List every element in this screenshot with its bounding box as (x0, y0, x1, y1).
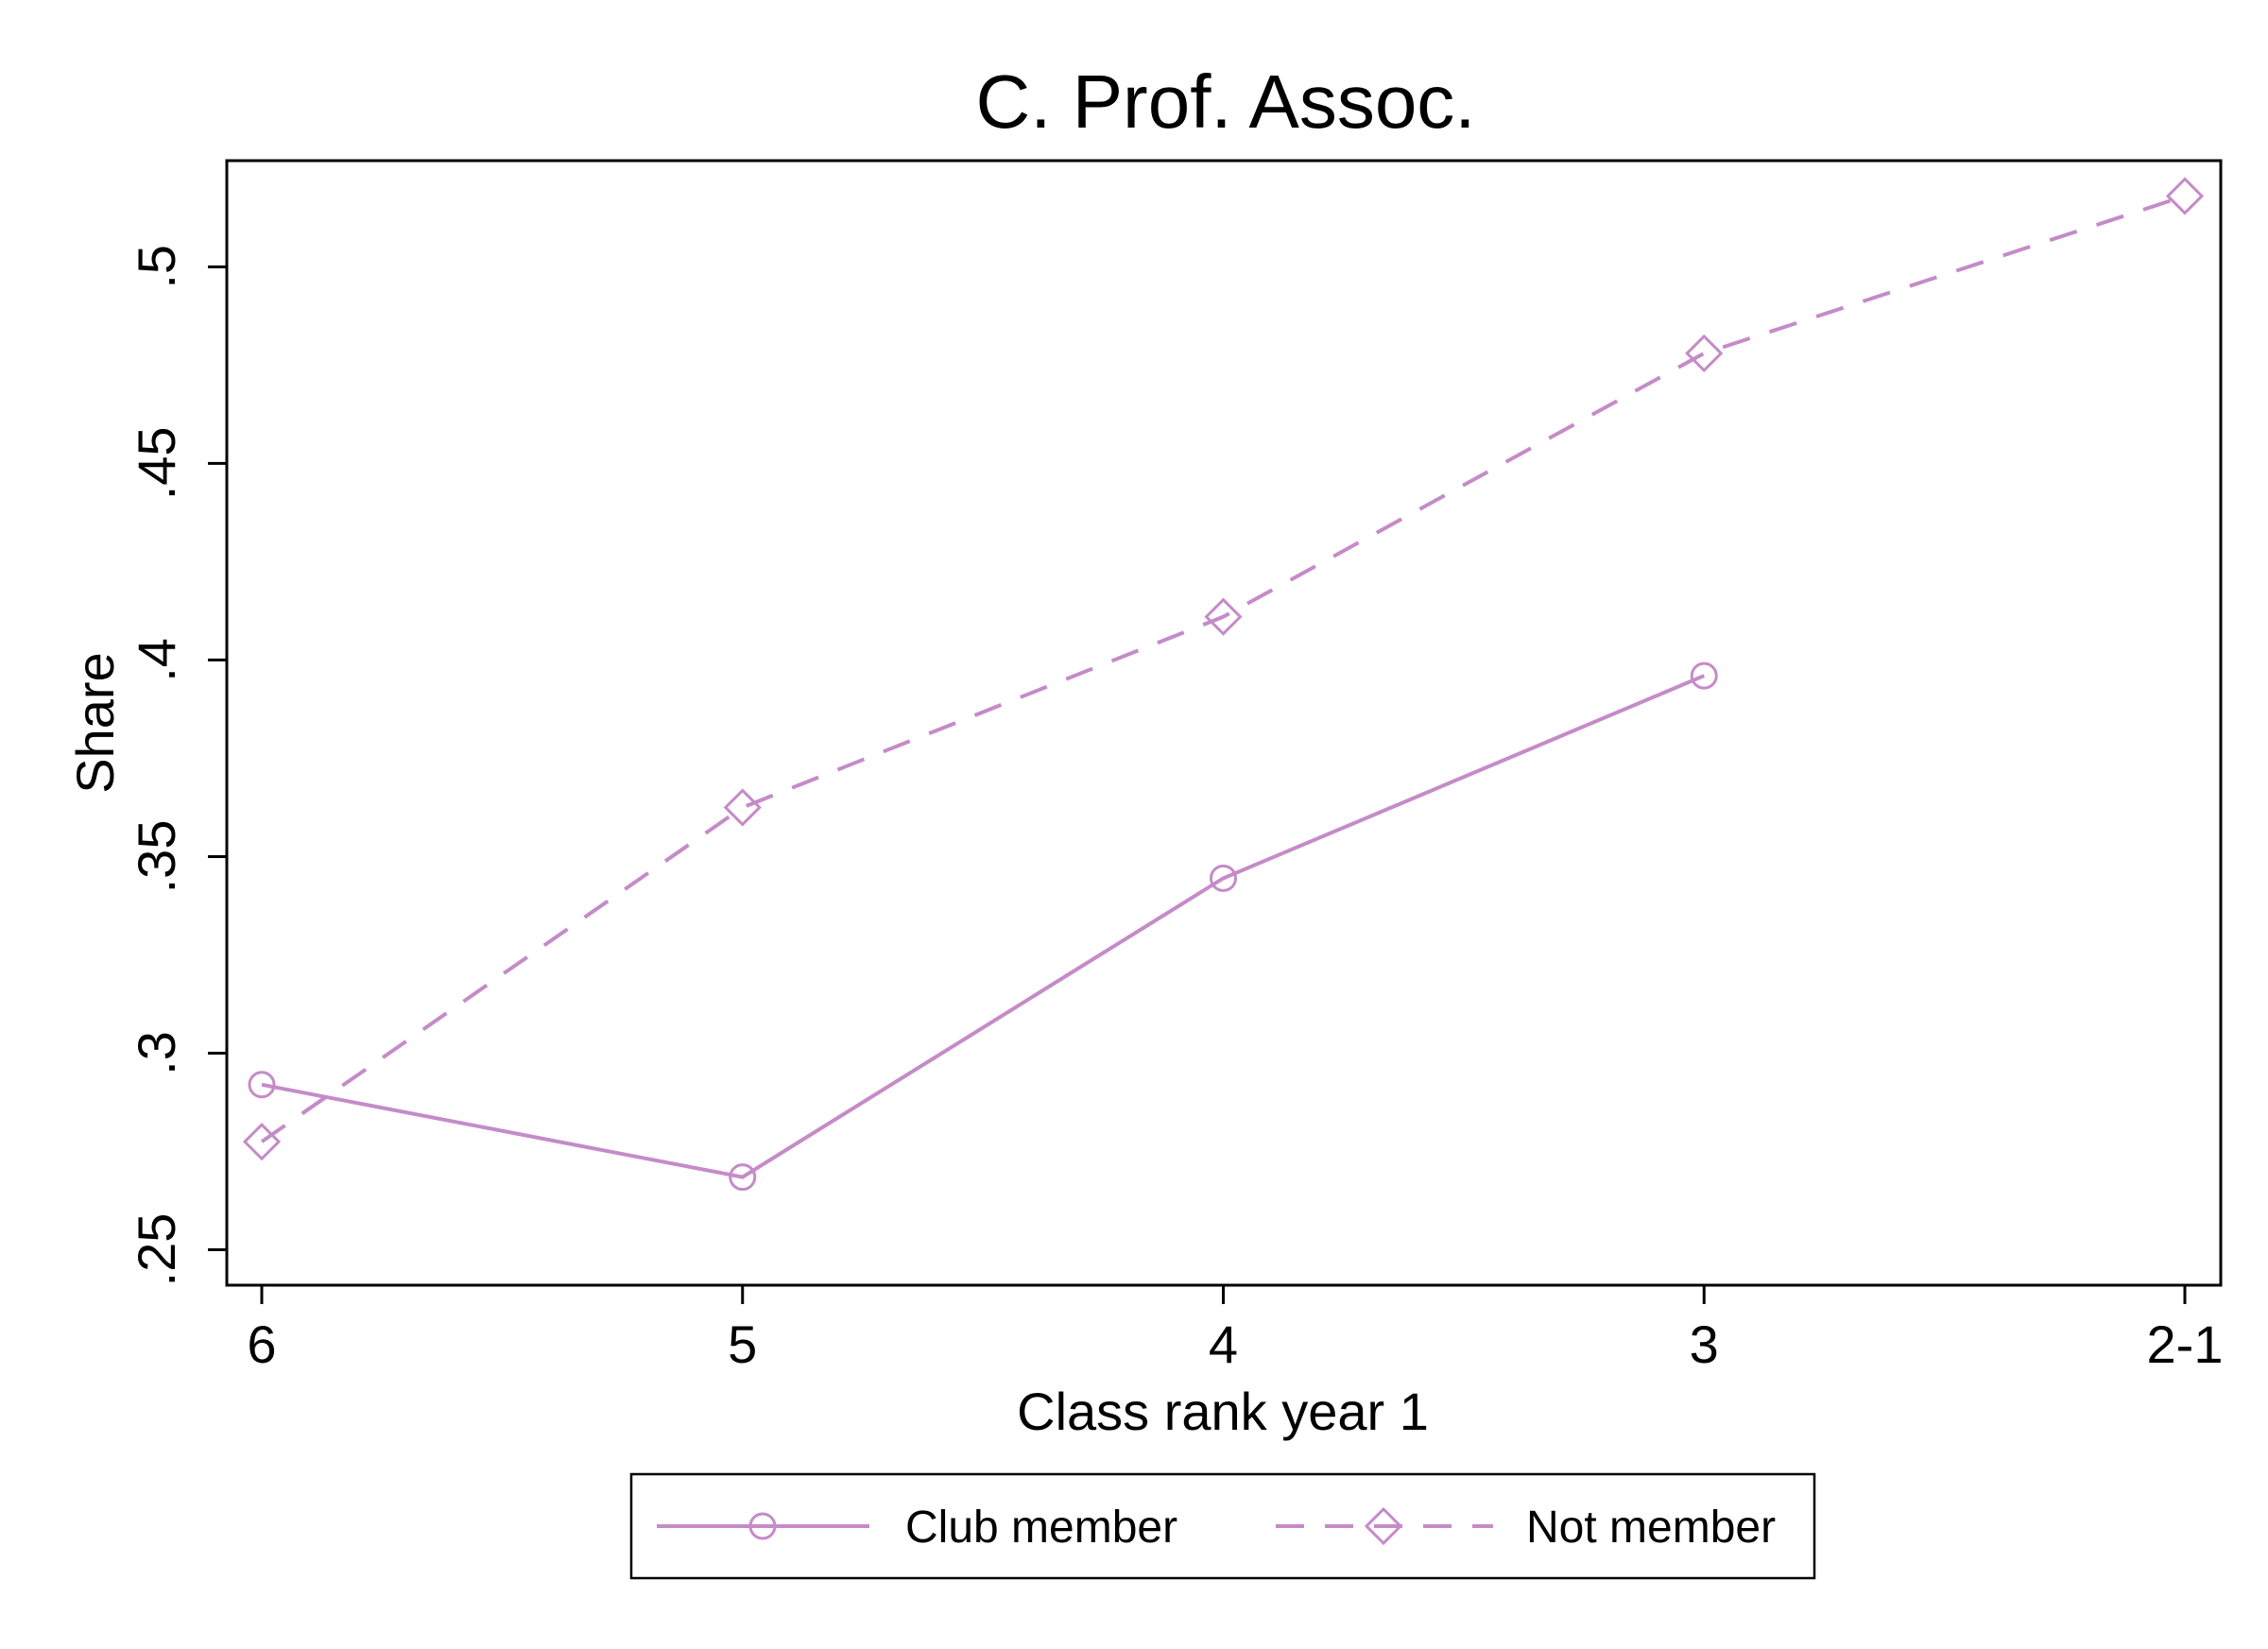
y-tick-label: .35 (127, 820, 186, 894)
series-club-member (248, 661, 1718, 1192)
data-point (723, 788, 762, 827)
y-tick-label: .45 (127, 426, 186, 500)
y-axis: .25 .3 .35 .4 .45 .5 (127, 245, 227, 1286)
data-point (729, 1163, 757, 1192)
x-tick-label: 4 (1209, 1314, 1238, 1374)
legend: Club member Not member (629, 1472, 1816, 1580)
series-line (261, 674, 1706, 1179)
legend-label: Not member (1526, 1503, 1776, 1553)
legend-item: Not member (1276, 1503, 1776, 1553)
x-tick-label: 3 (1690, 1314, 1719, 1374)
x-tick-label: 6 (247, 1314, 276, 1374)
legend-marker (748, 1512, 777, 1540)
series-layer (242, 177, 2205, 1192)
y-tick-label: .5 (127, 245, 186, 289)
x-tick-label: 5 (728, 1314, 757, 1374)
y-tick-label: .3 (127, 1031, 186, 1075)
data-point (1210, 864, 1237, 892)
data-point (2165, 177, 2205, 215)
data-point (1690, 661, 1718, 690)
data-point (1685, 334, 1724, 373)
data-point (1204, 597, 1243, 636)
x-axis-label: Class rank year 1 (1017, 1382, 1429, 1441)
x-tick-label: 2-1 (2147, 1314, 2224, 1374)
legend-label: Club member (905, 1503, 1177, 1553)
y-axis-label: Share (65, 652, 125, 793)
series-line (260, 194, 2186, 1143)
data-point (242, 1123, 282, 1161)
chart-title: C. Prof. Assoc. (975, 60, 1475, 144)
series-not-member (242, 177, 2205, 1161)
data-point (248, 1071, 276, 1099)
x-axis: 6 5 4 3 2-1 (247, 1285, 2223, 1374)
y-tick-label: .25 (127, 1213, 186, 1287)
y-tick-label: .4 (127, 638, 186, 682)
legend-marker (1364, 1506, 1403, 1546)
legend-item: Club member (657, 1503, 1177, 1553)
